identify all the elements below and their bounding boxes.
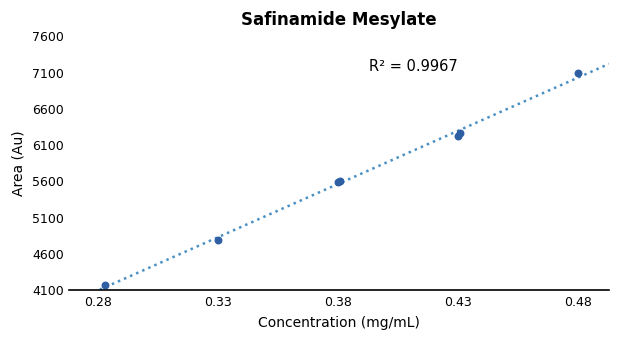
Point (213, 238, 223, 243)
Text: R² = 0.9967: R² = 0.9967 (369, 59, 458, 74)
Point (333, 179, 343, 185)
Title: Safinamide Mesylate: Safinamide Mesylate (241, 11, 437, 29)
Point (335, 178, 345, 183)
Point (453, 134, 463, 139)
Point (100, 282, 110, 287)
Point (573, 70, 583, 75)
Point (455, 130, 465, 135)
X-axis label: Concentration (mg/mL): Concentration (mg/mL) (259, 316, 420, 330)
Y-axis label: Area (Au): Area (Au) (11, 131, 25, 196)
